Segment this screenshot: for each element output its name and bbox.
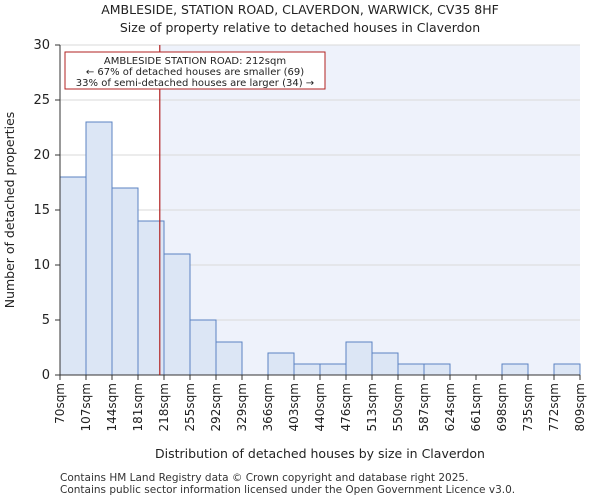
bar-587sqm — [423, 363, 451, 376]
x-tick-label-366sqm: 366sqm — [261, 383, 275, 431]
annotation-box: AMBLESIDE STATION ROAD: 212sqm ← 67% of … — [64, 51, 326, 90]
y-ticks: 0 5 10 15 20 25 30 — [33, 38, 60, 383]
histogram-chart: 0 5 10 15 20 25 30 70sqm 107sqm 144sqm 181sqm 218s… — [2, 38, 587, 461]
y-tick-label-10: 10 — [33, 258, 50, 273]
y-tick-label-20: 20 — [33, 148, 50, 163]
x-tick-label-698sqm: 698sqm — [495, 383, 509, 431]
x-tick-label-292sqm: 292sqm — [209, 383, 223, 431]
annotation-line-1: AMBLESIDE STATION ROAD: 212sqm — [104, 56, 286, 67]
annotation-line-2: ← 67% of detached houses are smaller (69… — [86, 67, 304, 78]
x-tick-label-218sqm: 218sqm — [157, 383, 171, 431]
x-tick-label-735sqm: 735sqm — [521, 383, 535, 431]
x-tick-label-70sqm: 70sqm — [53, 383, 67, 424]
x-tick-label-772sqm: 772sqm — [547, 383, 561, 431]
x-axis-label: Distribution of detached houses by size … — [155, 446, 485, 461]
bar-550sqm — [397, 363, 425, 376]
x-tick-label-809sqm: 809sqm — [573, 383, 587, 431]
footer-copyright: Contains HM Land Registry data © Crown c… — [60, 472, 469, 484]
x-tick-label-144sqm: 144sqm — [105, 383, 119, 431]
x-tick-label-440sqm: 440sqm — [313, 383, 327, 431]
bar-255sqm — [189, 319, 217, 376]
bar-70sqm — [59, 176, 87, 376]
bar-218sqm — [163, 253, 191, 376]
bar-772sqm — [553, 363, 581, 376]
y-tick-label-25: 25 — [33, 93, 50, 108]
bar-144sqm — [111, 187, 139, 376]
y-tick-label-0: 0 — [42, 368, 50, 383]
x-tick-label-329sqm: 329sqm — [235, 383, 249, 431]
bar-366sqm — [267, 352, 295, 376]
bar-403sqm — [293, 363, 321, 376]
x-tick-label-624sqm: 624sqm — [443, 383, 457, 431]
bar-476sqm — [345, 341, 373, 376]
footer-licence: Contains public sector information licen… — [60, 484, 516, 496]
x-tick-label-550sqm: 550sqm — [391, 383, 405, 431]
annotation-border — [64, 51, 326, 90]
x-ticks: 70sqm 107sqm 144sqm 181sqm 218sqm 255sqm 292sq… — [53, 375, 587, 431]
x-tick-label-513sqm: 513sqm — [365, 383, 379, 431]
y-tick-label-15: 15 — [33, 203, 50, 218]
y-tick-label-5: 5 — [42, 313, 50, 328]
x-tick-label-587sqm: 587sqm — [417, 383, 431, 431]
y-tick-label-30: 30 — [33, 38, 50, 53]
bar-440sqm — [319, 363, 347, 376]
bar-107sqm — [85, 121, 113, 376]
x-tick-label-107sqm: 107sqm — [79, 383, 93, 431]
bar-513sqm — [371, 352, 399, 376]
bar-292sqm — [215, 341, 243, 376]
x-tick-label-255sqm: 255sqm — [183, 383, 197, 431]
y-axis-label: Number of detached properties — [2, 112, 17, 309]
chart-title: AMBLESIDE, STATION ROAD, CLAVERDON, WARW… — [101, 2, 499, 17]
x-tick-label-181sqm: 181sqm — [131, 383, 145, 431]
x-tick-label-403sqm: 403sqm — [287, 383, 301, 431]
x-tick-label-661sqm: 661sqm — [469, 383, 483, 431]
chart-subtitle: Size of property relative to detached ho… — [119, 20, 481, 35]
bar-698sqm — [501, 363, 529, 376]
annotation-line-3: 33% of semi-detached houses are larger (… — [76, 78, 314, 89]
x-tick-label-476sqm: 476sqm — [339, 383, 353, 431]
